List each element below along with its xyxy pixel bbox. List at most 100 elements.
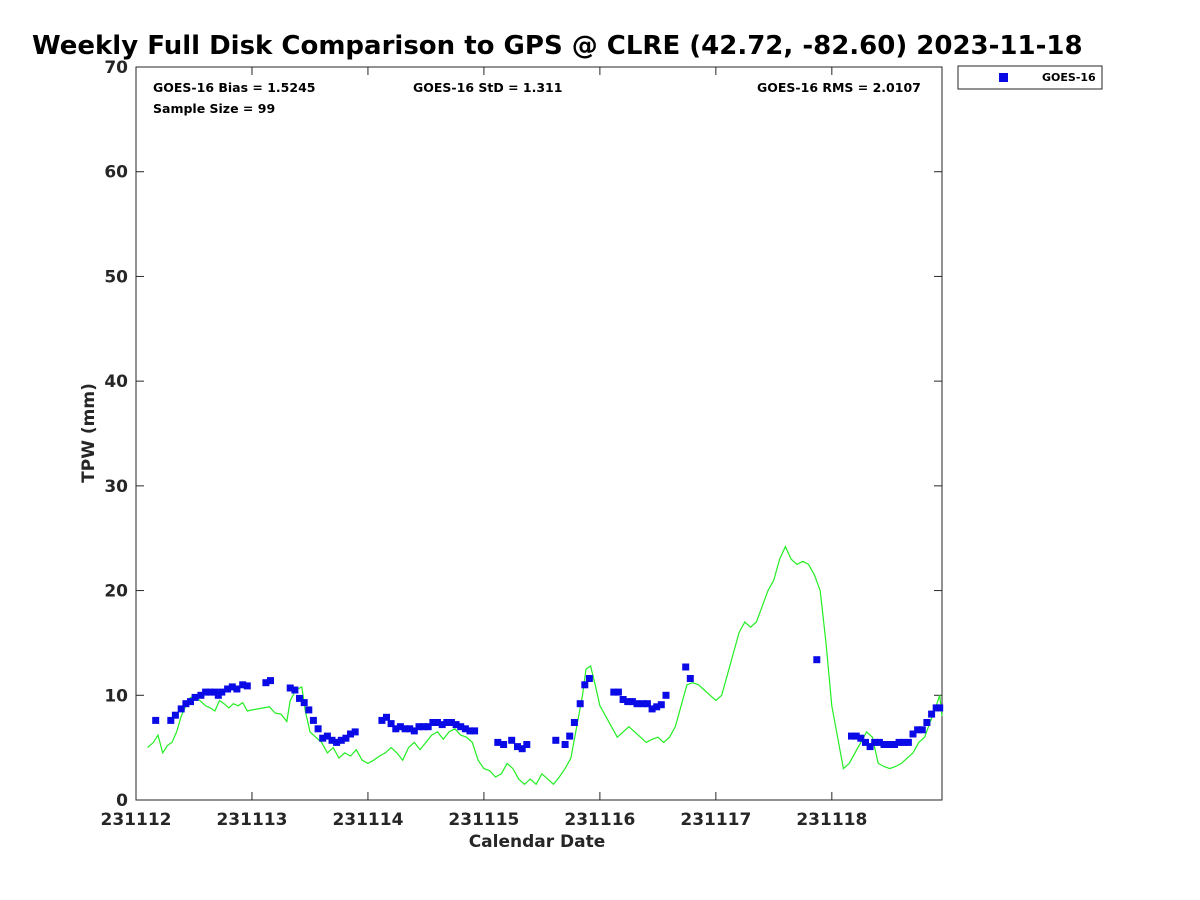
y-tick-label: 0 (116, 791, 128, 811)
y-tick-label: 30 (104, 477, 128, 497)
goes16-point (936, 704, 944, 712)
goes16-point (871, 738, 879, 746)
goes16-point (228, 683, 236, 691)
goes16-point (494, 738, 502, 746)
goes16-point (438, 721, 446, 729)
legend: GOES-16 (957, 65, 1103, 90)
y-tick-label: 10 (104, 686, 128, 706)
goes16-point (619, 696, 627, 703)
x-axis-label: Calendar Date (469, 832, 606, 852)
y-tick-label: 70 (104, 58, 128, 78)
goes16-point (633, 700, 641, 708)
goes16-point (233, 685, 241, 693)
goes16-point (434, 719, 441, 726)
goes16-point (342, 734, 350, 742)
x-tick-label: 231115 (448, 810, 519, 830)
goes16-point (333, 738, 341, 746)
goes16-point (552, 736, 560, 744)
goes16-point (466, 727, 474, 735)
goes16-point (447, 719, 455, 726)
goes16-point (909, 730, 917, 738)
y-tick-label: 50 (104, 267, 128, 287)
goes16-point (309, 716, 317, 724)
goes16-point (420, 723, 428, 731)
goes16-point (296, 694, 303, 702)
goes16-point (224, 685, 232, 693)
goes16-point (891, 741, 898, 748)
goes16-point (653, 703, 661, 711)
goes16-point (904, 738, 912, 746)
goes16-point (628, 698, 636, 706)
goes16-point (561, 741, 569, 748)
goes16-point (206, 688, 214, 696)
goes16-point (857, 734, 865, 742)
x-tick-label: 231113 (216, 810, 287, 830)
goes16-point (918, 726, 926, 734)
goes16-point (300, 699, 308, 707)
goes16-point (471, 727, 479, 735)
goes16-point (523, 741, 531, 748)
goes16-point (923, 719, 931, 726)
goes16-point (387, 720, 395, 728)
x-axis-ticks: 231112 231113 231114 231115 231116 231117 2311… (101, 67, 867, 830)
goes16-point (262, 679, 270, 687)
goes16-point (182, 700, 190, 708)
goes16-point (648, 705, 656, 713)
goes16-point (191, 693, 199, 701)
goes16-point (566, 732, 574, 740)
goes16-point (443, 719, 451, 726)
x-tick-label: 231118 (796, 810, 867, 830)
goes16-point (337, 736, 345, 744)
goes16-point (900, 738, 908, 746)
goes16-point (657, 701, 665, 709)
goes16-point (452, 721, 460, 729)
goes16-point (880, 741, 888, 748)
goes16-point (401, 725, 409, 733)
goes16-point (610, 688, 618, 696)
goes16-series-points (152, 656, 944, 753)
goes16-point (347, 730, 354, 738)
goes16-point (177, 705, 185, 713)
goes16-point (514, 743, 521, 751)
goes16-point (410, 727, 418, 735)
legend-label: GOES-16 (1042, 71, 1096, 84)
goes16-point (875, 738, 883, 746)
plot-axes (135, 66, 943, 801)
goes16-point (305, 706, 313, 714)
goes16-point (848, 732, 855, 740)
goes16-point (866, 743, 874, 751)
goes16-point (813, 656, 821, 664)
goes16-point (239, 681, 247, 689)
y-tick-label: 20 (104, 582, 128, 602)
goes16-point (576, 700, 584, 708)
goes16-point (862, 738, 869, 746)
gps-line (147, 545, 943, 786)
goes16-point (171, 711, 179, 719)
x-tick-label: 231117 (680, 810, 751, 830)
legend-marker-square (999, 73, 1008, 82)
chart-title: Weekly Full Disk Comparison to GPS @ CLR… (32, 31, 1083, 61)
goes16-point (378, 716, 386, 724)
goes16-point (662, 691, 670, 699)
goes16-point (187, 698, 194, 706)
goes16-point (424, 723, 432, 731)
goes16-point (383, 713, 390, 721)
y-tick-label: 40 (104, 372, 128, 392)
x-tick-label: 231112 (101, 810, 172, 830)
goes16-point (581, 681, 589, 689)
goes16-point (218, 688, 226, 696)
goes16-point (319, 734, 327, 742)
goes16-point (585, 675, 593, 682)
goes16-point (167, 716, 175, 724)
goes16-point (914, 726, 922, 734)
y-axis-ticks: 0 10 20 30 40 50 60 70 (104, 58, 942, 811)
goes16-point (570, 719, 578, 726)
goes16-point (852, 732, 860, 740)
goes16-point (267, 677, 274, 685)
goes16-point (291, 686, 299, 694)
x-tick-label: 231116 (564, 810, 635, 830)
goes16-point (895, 738, 903, 746)
goes16-point (429, 719, 437, 726)
goes16-point (614, 688, 622, 696)
